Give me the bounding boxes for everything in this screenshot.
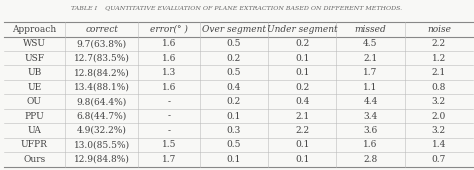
Text: 1.3: 1.3 — [162, 68, 176, 77]
Text: UA: UA — [27, 126, 41, 135]
Text: WSU: WSU — [23, 39, 46, 48]
Text: 0.1: 0.1 — [295, 140, 309, 149]
Text: 2.1: 2.1 — [295, 112, 309, 121]
Text: missed: missed — [355, 25, 386, 34]
Text: 13.4(88.1%): 13.4(88.1%) — [74, 83, 129, 92]
Text: 6.8(44.7%): 6.8(44.7%) — [76, 112, 127, 121]
Text: 9.7(63.8%): 9.7(63.8%) — [77, 39, 127, 48]
Text: 1.6: 1.6 — [363, 140, 378, 149]
Text: TABLE I    QUANTITATIVE EVALUATION OF PLANE EXTRACTION BASED ON DIFFERENT METHOD: TABLE I QUANTITATIVE EVALUATION OF PLANE… — [72, 5, 402, 10]
Text: Over segment: Over segment — [202, 25, 266, 34]
Text: 1.6: 1.6 — [162, 83, 176, 92]
Text: 2.1: 2.1 — [432, 68, 446, 77]
Text: 2.8: 2.8 — [364, 155, 378, 164]
Text: 3.6: 3.6 — [364, 126, 378, 135]
Text: 2.2: 2.2 — [432, 39, 446, 48]
Text: noise: noise — [427, 25, 451, 34]
Text: 1.2: 1.2 — [432, 54, 446, 63]
Text: 1.5: 1.5 — [162, 140, 176, 149]
Text: 4.5: 4.5 — [363, 39, 378, 48]
Text: UB: UB — [27, 68, 42, 77]
Text: 3.2: 3.2 — [432, 97, 446, 106]
Text: 0.2: 0.2 — [227, 54, 241, 63]
Text: 9.8(64.4%): 9.8(64.4%) — [76, 97, 127, 106]
Text: 1.1: 1.1 — [363, 83, 378, 92]
Text: 3.4: 3.4 — [364, 112, 378, 121]
Text: 0.2: 0.2 — [295, 83, 309, 92]
Text: 0.1: 0.1 — [295, 155, 309, 164]
Text: 0.4: 0.4 — [295, 97, 309, 106]
Text: 1.7: 1.7 — [162, 155, 176, 164]
Text: 0.5: 0.5 — [227, 39, 241, 48]
Text: USF: USF — [24, 54, 45, 63]
Text: 2.2: 2.2 — [295, 126, 309, 135]
Text: 0.2: 0.2 — [295, 39, 309, 48]
Text: -: - — [167, 112, 170, 121]
Text: 12.9(84.8%): 12.9(84.8%) — [74, 155, 129, 164]
Text: 0.1: 0.1 — [227, 155, 241, 164]
Text: 1.6: 1.6 — [162, 39, 176, 48]
Text: 12.8(84.2%): 12.8(84.2%) — [74, 68, 129, 77]
Text: PPU: PPU — [25, 112, 45, 121]
Text: 3.2: 3.2 — [432, 126, 446, 135]
Text: UFPR: UFPR — [21, 140, 48, 149]
Text: 1.7: 1.7 — [363, 68, 378, 77]
Text: 2.1: 2.1 — [364, 54, 378, 63]
Text: 4.4: 4.4 — [363, 97, 378, 106]
Text: 1.6: 1.6 — [162, 54, 176, 63]
Text: 4.9(32.2%): 4.9(32.2%) — [77, 126, 127, 135]
Text: -: - — [167, 97, 170, 106]
Text: -: - — [167, 126, 170, 135]
Text: Approach: Approach — [12, 25, 56, 34]
Text: 1.4: 1.4 — [432, 140, 446, 149]
Text: 0.5: 0.5 — [227, 140, 241, 149]
Text: correct: correct — [85, 25, 118, 34]
Text: 0.3: 0.3 — [227, 126, 241, 135]
Text: 12.7(83.5%): 12.7(83.5%) — [74, 54, 129, 63]
Text: 13.0(85.5%): 13.0(85.5%) — [73, 140, 130, 149]
Text: error(° ): error(° ) — [150, 25, 188, 34]
Text: UE: UE — [27, 83, 42, 92]
Text: 0.8: 0.8 — [432, 83, 446, 92]
Text: 0.4: 0.4 — [227, 83, 241, 92]
Text: Under segment: Under segment — [267, 25, 337, 34]
Text: OU: OU — [27, 97, 42, 106]
Text: Ours: Ours — [23, 155, 46, 164]
Text: 0.1: 0.1 — [227, 112, 241, 121]
Text: 0.2: 0.2 — [227, 97, 241, 106]
Text: 0.1: 0.1 — [295, 68, 309, 77]
Text: 0.5: 0.5 — [227, 68, 241, 77]
Text: 0.7: 0.7 — [432, 155, 446, 164]
Text: 2.0: 2.0 — [432, 112, 446, 121]
Text: 0.1: 0.1 — [295, 54, 309, 63]
